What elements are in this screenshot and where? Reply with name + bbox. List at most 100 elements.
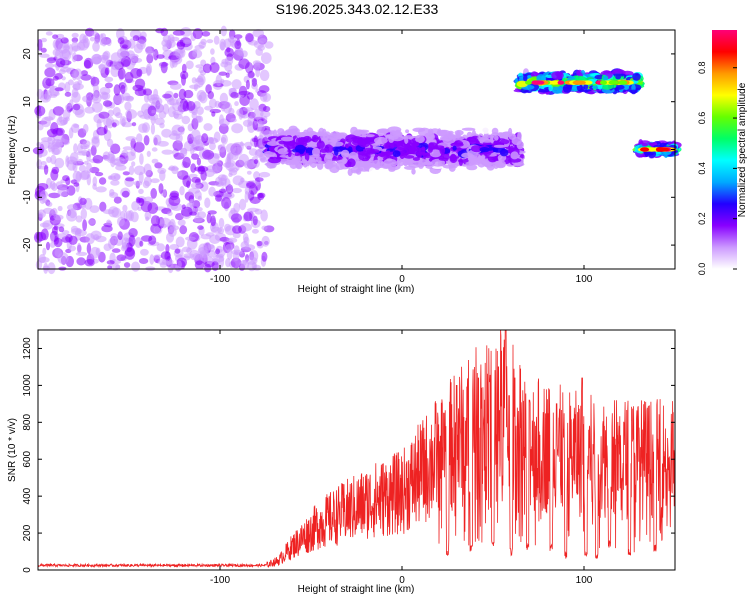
spectral-cell bbox=[153, 226, 161, 234]
spectral-cell bbox=[112, 122, 117, 128]
snr-y-tick-label: 800 bbox=[22, 414, 33, 431]
spectral-cell bbox=[232, 175, 244, 186]
spectral-cell bbox=[125, 210, 133, 221]
spectral-cell bbox=[238, 58, 250, 69]
spectral-cell bbox=[95, 172, 104, 177]
spectral-cell bbox=[149, 254, 155, 265]
spectral-cell bbox=[233, 245, 240, 256]
spectral-cell bbox=[261, 225, 268, 231]
colorbar-ticks: 0.0 0.2 0.4 0.6 0.8 bbox=[697, 61, 737, 275]
spectral-cell bbox=[200, 38, 207, 46]
spectral-cell bbox=[122, 204, 128, 212]
spectral-cell bbox=[182, 156, 191, 169]
spectral-cell bbox=[107, 265, 112, 270]
spectral-cell bbox=[87, 148, 92, 158]
spectral-cell bbox=[176, 41, 186, 47]
spectral-cell bbox=[242, 107, 254, 112]
spectral-cell bbox=[246, 182, 256, 189]
spectral-cell bbox=[191, 153, 200, 160]
spectral-cell bbox=[225, 258, 231, 268]
spectral-cell bbox=[48, 192, 61, 199]
spectral-cell bbox=[111, 207, 122, 218]
spectral-cell bbox=[369, 167, 376, 175]
spectral-cell bbox=[196, 157, 201, 166]
spectral-cell bbox=[244, 190, 249, 203]
spectral-cell bbox=[167, 34, 175, 44]
spectral-cell bbox=[86, 162, 92, 174]
spectral-cell bbox=[174, 248, 181, 254]
spectral-cell bbox=[324, 144, 334, 154]
colorbar-tick-label: 0.6 bbox=[697, 112, 707, 125]
spectral-cell bbox=[121, 190, 130, 198]
spectral-cell bbox=[210, 215, 216, 227]
spectral-cell bbox=[202, 63, 212, 74]
spectral-cell bbox=[213, 131, 221, 143]
spectral-cell bbox=[258, 85, 270, 94]
spectral-cell bbox=[629, 89, 638, 94]
spectral-cell bbox=[151, 158, 159, 164]
spectral-cell bbox=[365, 134, 375, 138]
spectral-cell bbox=[34, 105, 46, 117]
spectral-cell bbox=[76, 242, 82, 254]
spectral-cell bbox=[479, 147, 490, 153]
spectral-cell bbox=[647, 149, 657, 159]
spectral-cell bbox=[287, 149, 292, 153]
spectral-cell bbox=[218, 188, 227, 193]
spectral-cell bbox=[62, 109, 71, 120]
snr-panel: -100 0 100 0 200 400 600 800 1000 1200 Height of… bbox=[7, 329, 676, 595]
spectral-cell bbox=[209, 62, 220, 73]
spectral-cell bbox=[228, 172, 233, 177]
spectral-cell bbox=[210, 48, 215, 55]
spectral-cell bbox=[209, 142, 216, 151]
spectral-cell bbox=[98, 63, 106, 74]
spectral-cell bbox=[93, 83, 99, 96]
spectral-cell bbox=[128, 38, 136, 49]
spectral-cell bbox=[234, 40, 242, 50]
spectral-cell bbox=[269, 126, 275, 131]
spectral-cell bbox=[188, 173, 198, 178]
spectral-cell bbox=[36, 159, 42, 170]
spectral-cell bbox=[523, 74, 528, 82]
spectral-cell bbox=[168, 195, 181, 206]
spectral-cell bbox=[392, 150, 401, 158]
spectral-cell bbox=[116, 254, 126, 261]
spectral-cell bbox=[142, 88, 153, 96]
spectral-cell bbox=[76, 257, 86, 266]
spectral-cell bbox=[215, 160, 222, 173]
spectral-cell bbox=[221, 197, 232, 209]
spectral-cell bbox=[192, 144, 197, 152]
spectral-cell bbox=[200, 169, 207, 181]
spectrogram-y-tick-label: 20 bbox=[22, 48, 33, 60]
spectral-cell bbox=[195, 64, 205, 69]
spectral-cell bbox=[52, 48, 61, 57]
spectral-cell bbox=[167, 211, 173, 217]
spectral-cell bbox=[495, 160, 506, 169]
spectral-cell bbox=[106, 138, 114, 148]
spectral-cell bbox=[192, 28, 203, 40]
spectral-cell bbox=[305, 166, 313, 170]
spectral-cell bbox=[408, 146, 422, 155]
spectral-cell bbox=[156, 54, 165, 59]
spectral-cell bbox=[157, 140, 169, 147]
spectral-cell bbox=[189, 249, 200, 261]
spectral-cell bbox=[80, 70, 88, 76]
snr-x-label: Height of straight line (km) bbox=[298, 584, 415, 595]
spectral-cell bbox=[124, 101, 132, 111]
spectral-cell bbox=[188, 198, 195, 207]
snr-y-ticks: 0 200 400 600 800 1000 1200 bbox=[22, 337, 675, 573]
spectral-cell bbox=[231, 123, 244, 134]
chart-title: S196.2025.343.02.12.E33 bbox=[276, 1, 439, 17]
spectral-cell bbox=[123, 262, 131, 268]
spectral-cell bbox=[93, 38, 100, 45]
spectral-cell bbox=[412, 157, 420, 161]
spectral-cell bbox=[65, 155, 70, 168]
spectrogram-y-ticks: -20 -10 0 10 20 bbox=[22, 48, 675, 252]
spectral-cell bbox=[123, 95, 134, 101]
spectral-cell bbox=[82, 219, 87, 232]
spectral-peak-cell bbox=[531, 80, 545, 85]
spectral-cell bbox=[231, 213, 242, 223]
spectral-cell bbox=[75, 251, 88, 256]
spectral-cell bbox=[199, 91, 208, 104]
